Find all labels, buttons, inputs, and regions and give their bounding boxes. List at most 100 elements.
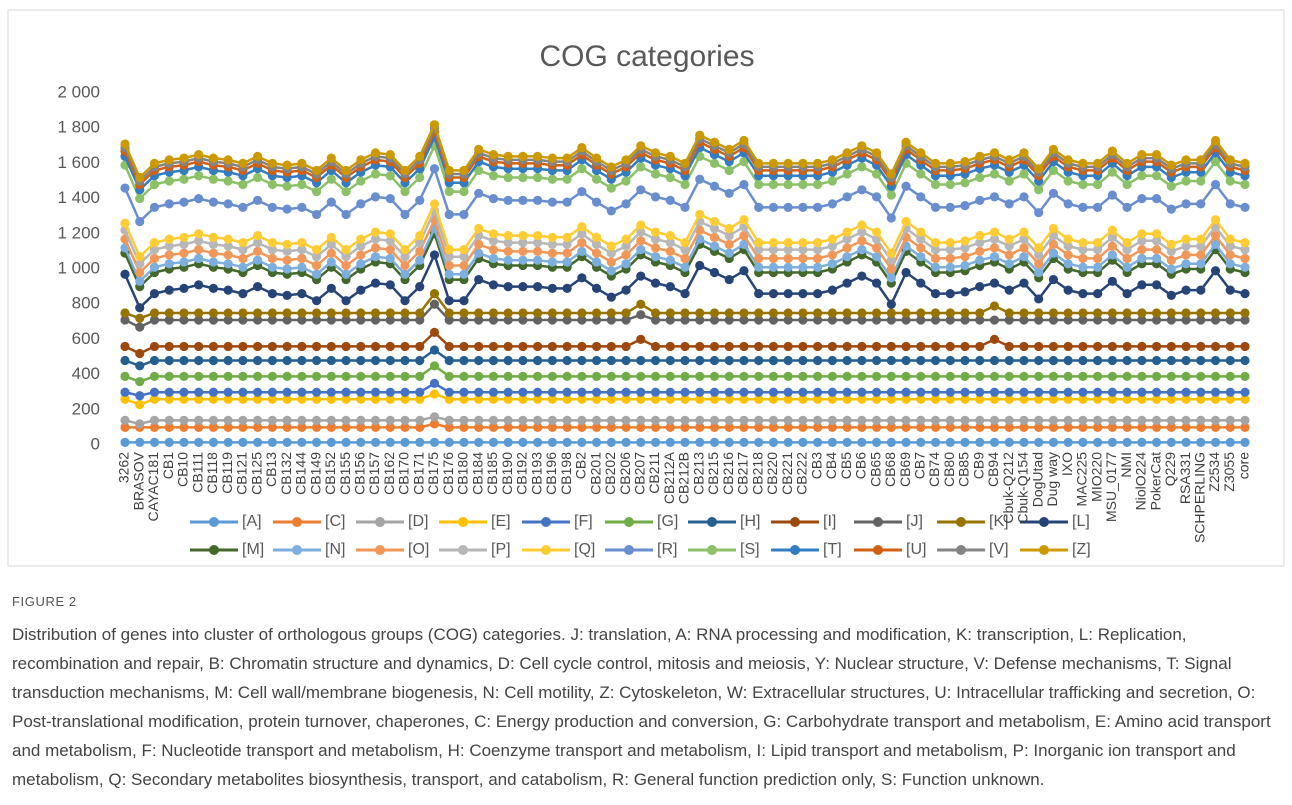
data-point: [768, 422, 779, 432]
data-point: [444, 422, 454, 432]
data-point: [238, 179, 248, 190]
data-point: [356, 285, 366, 295]
legend-marker: [458, 545, 468, 555]
data-point: [798, 308, 808, 318]
data-point: [1225, 241, 1235, 251]
data-point: [400, 341, 410, 352]
data-point: [1151, 253, 1162, 264]
data-point: [1240, 437, 1250, 447]
data-point: [474, 355, 484, 366]
data-point: [503, 394, 513, 404]
data-point: [444, 252, 454, 262]
data-point: [518, 387, 528, 397]
data-point: [813, 371, 823, 381]
data-point: [1048, 422, 1059, 432]
data-point: [518, 394, 528, 404]
data-point: [238, 355, 248, 366]
data-point: [311, 209, 322, 220]
data-point: [1107, 308, 1117, 318]
data-point: [179, 197, 189, 207]
data-point: [518, 315, 528, 325]
data-point: [562, 355, 572, 366]
data-point: [945, 245, 955, 255]
x-tick-label: RSA331: [1177, 452, 1193, 504]
data-point: [1240, 422, 1250, 432]
data-point: [1078, 238, 1088, 248]
data-point: [857, 227, 867, 237]
legend-marker: [790, 545, 800, 555]
data-point: [1078, 245, 1088, 255]
data-point: [1210, 239, 1221, 249]
data-point: [1078, 437, 1088, 447]
x-tick-label: CB198: [558, 452, 574, 495]
data-point: [547, 422, 557, 432]
data-point: [1196, 285, 1206, 295]
data-point: [1004, 308, 1014, 318]
data-point: [282, 246, 292, 256]
data-point: [503, 341, 513, 352]
y-tick-label: 1 800: [57, 118, 100, 137]
data-point: [282, 160, 292, 170]
data-point: [724, 355, 734, 366]
data-point: [798, 437, 808, 447]
data-point: [739, 230, 749, 241]
data-point: [827, 415, 837, 425]
legend-label: [L]: [1072, 513, 1090, 530]
data-point: [282, 371, 292, 381]
data-point: [739, 266, 749, 276]
data-point: [665, 355, 675, 366]
data-point: [370, 192, 381, 202]
data-point: [149, 394, 160, 404]
data-point: [1004, 341, 1014, 352]
data-point: [871, 415, 882, 425]
data-point: [179, 153, 189, 163]
data-point: [1004, 285, 1014, 295]
data-point: [194, 371, 204, 381]
data-point: [989, 387, 1000, 397]
data-point: [1210, 315, 1221, 325]
data-point: [606, 315, 616, 325]
x-tick-label: CB162: [381, 452, 397, 495]
data-point: [930, 315, 941, 325]
data-point: [1151, 422, 1162, 432]
data-point: [194, 341, 204, 352]
data-point: [1093, 289, 1103, 299]
data-point: [754, 202, 764, 212]
data-point: [768, 262, 779, 272]
data-point: [223, 308, 233, 318]
data-point: [297, 308, 307, 318]
data-point: [930, 289, 941, 299]
data-point: [945, 315, 955, 325]
data-point: [989, 278, 1000, 288]
data-point: [975, 308, 985, 318]
data-point: [326, 371, 336, 381]
data-point: [695, 355, 705, 366]
data-point: [164, 259, 174, 269]
data-point: [606, 257, 616, 267]
data-point: [886, 394, 896, 404]
data-point: [223, 371, 233, 381]
data-point: [1210, 415, 1221, 425]
data-point: [518, 371, 528, 381]
data-point: [253, 341, 263, 352]
data-point: [429, 361, 440, 371]
data-point: [754, 253, 764, 264]
data-point: [945, 179, 955, 190]
data-point: [739, 215, 749, 225]
data-point: [1137, 194, 1147, 204]
data-point: [695, 394, 705, 404]
data-point: [149, 238, 160, 248]
data-point: [503, 355, 513, 366]
data-point: [1107, 371, 1117, 381]
data-point: [444, 260, 454, 271]
data-point: [621, 387, 631, 397]
data-point: [444, 415, 454, 425]
data-point: [562, 283, 572, 293]
data-point: [1225, 234, 1235, 244]
data-point: [842, 371, 852, 381]
data-point: [385, 371, 395, 381]
data-point: [1078, 394, 1088, 404]
data-point: [547, 371, 557, 381]
data-point: [665, 394, 675, 404]
data-point: [370, 169, 381, 179]
